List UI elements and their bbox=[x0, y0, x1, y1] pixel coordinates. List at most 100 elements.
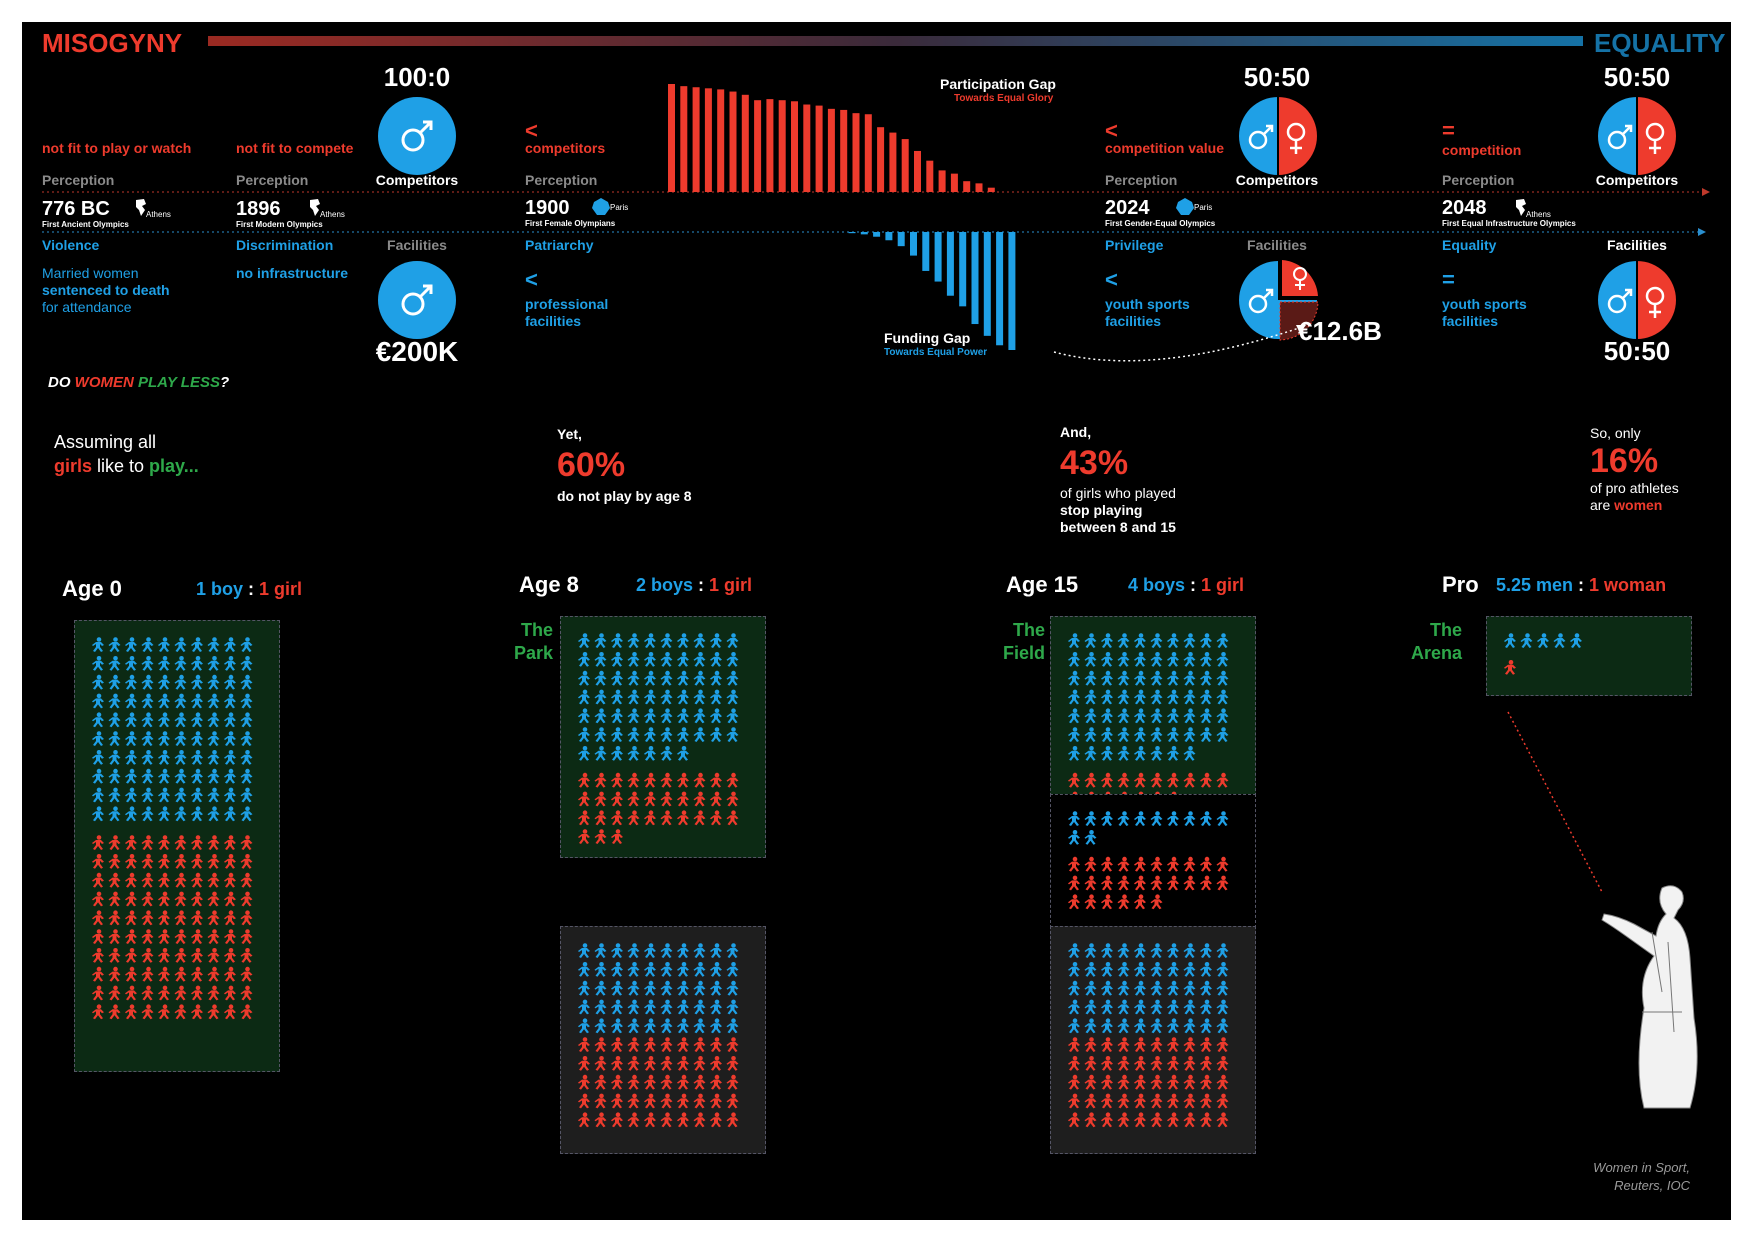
male-person-icon bbox=[726, 633, 739, 648]
male-person-icon bbox=[224, 674, 236, 690]
female-person-icon bbox=[207, 891, 220, 907]
male-person-icon bbox=[158, 787, 170, 803]
female-person-icon bbox=[174, 948, 187, 963]
female-person-icon bbox=[677, 810, 689, 826]
female-person-icon bbox=[1200, 1037, 1212, 1052]
male-person-icon bbox=[677, 708, 689, 724]
female-person-icon bbox=[578, 1093, 590, 1109]
male-person-icon bbox=[1084, 727, 1097, 742]
male-person-icon bbox=[1150, 1018, 1163, 1034]
male-person-icon bbox=[141, 750, 154, 765]
female-person-icon bbox=[1117, 875, 1130, 891]
place-1896: Athens bbox=[320, 210, 345, 219]
female-person-icon bbox=[726, 810, 739, 826]
female-person-icon bbox=[627, 1093, 640, 1109]
male-person-icon bbox=[174, 693, 187, 709]
male-person-icon bbox=[1167, 943, 1179, 958]
male-person-icon bbox=[158, 712, 170, 728]
female-person-icon bbox=[1068, 1074, 1080, 1090]
female-person-icon bbox=[92, 1004, 104, 1020]
source-line2: Reuters, IOC bbox=[1614, 1178, 1690, 1193]
female-person-icon bbox=[240, 948, 253, 963]
male-female-circle-icon bbox=[1239, 97, 1317, 175]
male-person-icon bbox=[207, 768, 220, 784]
participation-bar bbox=[914, 150, 921, 192]
participation-bar bbox=[827, 108, 835, 192]
male-person-icon bbox=[125, 731, 137, 746]
female-person-icon bbox=[92, 929, 104, 944]
male-person-icon bbox=[693, 670, 706, 686]
female-person-icon bbox=[1167, 772, 1179, 788]
participation-bar bbox=[791, 101, 798, 192]
male-person-icon bbox=[1167, 980, 1179, 996]
male-person-icon bbox=[1117, 999, 1130, 1015]
female-person-icon bbox=[677, 1093, 689, 1109]
facility-symbol-2048: = bbox=[1442, 267, 1455, 292]
male-person-icon bbox=[1068, 670, 1080, 686]
fact1-intro: Yet, bbox=[557, 426, 582, 442]
male-person-icon bbox=[660, 727, 673, 742]
female-person-icon bbox=[92, 891, 104, 907]
male-person-icon bbox=[1167, 708, 1179, 724]
competitor-label-1896: Competitors bbox=[375, 172, 459, 188]
female-person-icon bbox=[1134, 1093, 1146, 1109]
male-person-icon bbox=[92, 693, 104, 709]
female-person-icon bbox=[1101, 1112, 1113, 1128]
male-person-icon bbox=[224, 693, 236, 709]
male-person-icon bbox=[158, 750, 170, 765]
female-person-icon bbox=[1216, 1074, 1229, 1090]
female-person-icon bbox=[677, 772, 689, 788]
male-female-circle-icon bbox=[1598, 261, 1676, 339]
female-person-icon bbox=[710, 1093, 722, 1109]
male-person-icon bbox=[660, 689, 673, 705]
male-person-icon bbox=[1504, 633, 1516, 648]
female-person-icon bbox=[1084, 856, 1097, 872]
male-person-icon bbox=[693, 708, 706, 724]
female-person-icon bbox=[92, 854, 104, 869]
female-person-icon bbox=[1068, 875, 1080, 891]
female-person-icon bbox=[1183, 856, 1196, 872]
male-person-icon bbox=[1150, 708, 1163, 724]
male-circle-icon bbox=[378, 97, 456, 175]
female-person-icon bbox=[108, 854, 121, 869]
male-person-icon bbox=[726, 943, 739, 958]
female-person-icon bbox=[1183, 1112, 1196, 1128]
female-person-icon bbox=[224, 966, 236, 982]
female-person-icon bbox=[693, 1056, 706, 1071]
male-person-icon bbox=[611, 943, 623, 958]
female-person-icon bbox=[1200, 1056, 1212, 1071]
male-person-icon bbox=[1134, 727, 1146, 742]
facility-note1-2048: youth sports bbox=[1442, 296, 1527, 312]
male-person-icon bbox=[108, 750, 121, 765]
female-person-icon bbox=[578, 772, 590, 788]
male-person-icon bbox=[1537, 633, 1549, 648]
female-person-icon bbox=[125, 985, 137, 1001]
facility-note2-776bc: sentenced to death bbox=[42, 282, 170, 298]
participation-bar bbox=[950, 173, 958, 192]
male-person-icon bbox=[677, 652, 689, 667]
female-person-icon bbox=[1150, 1037, 1163, 1052]
age0-active-box bbox=[74, 620, 280, 1072]
france-icon bbox=[1176, 198, 1194, 215]
male-person-icon bbox=[1068, 689, 1080, 705]
age8-ratio: 2 boys : 1 girl bbox=[636, 575, 753, 595]
male-person-icon bbox=[677, 727, 689, 742]
assumption-line1: Assuming all bbox=[54, 432, 157, 452]
male-person-icon bbox=[191, 768, 203, 784]
male-person-icon bbox=[92, 674, 104, 690]
male-person-icon bbox=[660, 980, 673, 996]
fact3-value: 16% bbox=[1590, 442, 1659, 480]
female-person-icon bbox=[207, 966, 220, 982]
male-person-icon bbox=[1150, 746, 1163, 761]
female-person-icon bbox=[1216, 1037, 1229, 1052]
female-person-icon bbox=[644, 1112, 656, 1128]
female-person-icon bbox=[191, 854, 203, 869]
female-person-icon bbox=[224, 985, 236, 1001]
male-person-icon bbox=[1084, 1018, 1097, 1034]
female-person-icon bbox=[627, 1112, 640, 1128]
female-person-icon bbox=[1084, 1056, 1097, 1071]
perception-label-776bc: Perception bbox=[42, 172, 115, 188]
male-person-icon bbox=[1101, 670, 1113, 686]
male-person-icon bbox=[1101, 1018, 1113, 1034]
male-person-icon bbox=[1216, 943, 1229, 958]
